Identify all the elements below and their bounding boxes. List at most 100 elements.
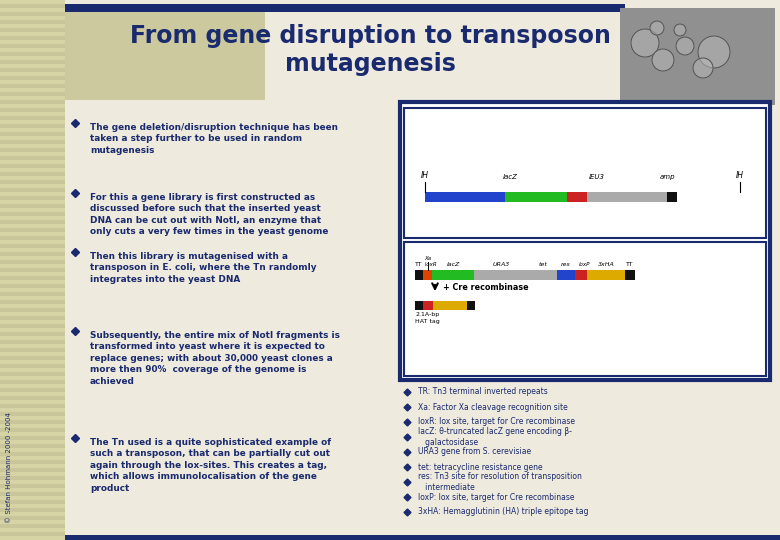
Bar (0, 348, 65, 352)
Bar (0, 284, 65, 288)
Bar (0, 72, 65, 76)
Bar (0, 296, 65, 300)
Bar (0, 200, 65, 204)
Bar (0, 4, 65, 8)
Bar (0, 292, 65, 296)
Bar (0, 372, 65, 376)
Text: © Stefan Hohmann 2000 -2004: © Stefan Hohmann 2000 -2004 (6, 413, 12, 523)
Bar (0, 500, 65, 504)
Bar (0, 144, 65, 148)
Bar (0, 148, 65, 152)
Bar (0, 248, 65, 252)
Bar (0, 68, 65, 72)
Text: lacZ: lacZ (446, 262, 459, 267)
Bar (0, 120, 65, 124)
Text: HAT tag: HAT tag (415, 319, 440, 324)
Bar (0, 96, 65, 100)
Bar (0, 288, 65, 292)
Bar (0, 424, 65, 428)
Bar (415, 270, 423, 280)
Bar (0, 100, 65, 104)
Bar (0, 184, 65, 188)
Bar (0, 268, 65, 272)
Bar (0, 472, 65, 476)
Bar (0, 384, 65, 388)
Bar (0, 256, 65, 260)
Bar (0, 112, 65, 116)
Bar (0, 408, 65, 412)
Bar (0, 272, 65, 276)
Bar (0, 40, 65, 44)
Bar (0, 308, 65, 312)
Bar (0, 228, 65, 232)
Bar (0, 124, 65, 128)
Bar (0, 420, 65, 424)
Bar (0, 412, 65, 416)
Bar (0, 176, 65, 180)
Bar (0, 16, 65, 20)
Bar (0, 8, 65, 12)
Bar (0, 188, 65, 192)
Bar (0, 80, 65, 84)
Bar (0, 396, 65, 400)
Bar (557, 270, 575, 280)
Bar (0, 48, 65, 52)
Bar (0, 192, 65, 196)
Bar (0, 104, 65, 108)
Bar (0, 60, 65, 64)
Bar (0, 444, 65, 448)
Text: TR: Tn3 terminal inverted repeats: TR: Tn3 terminal inverted repeats (418, 388, 548, 396)
Circle shape (674, 24, 686, 36)
Bar (0, 28, 65, 32)
Bar (0, 520, 65, 524)
Bar (467, 301, 475, 310)
Text: Xa: Factor Xa cleavage recognition site: Xa: Factor Xa cleavage recognition site (418, 402, 568, 411)
Bar (0, 460, 65, 464)
Text: Subsequently, the entire mix of NotI fragments is
transformed into yeast where i: Subsequently, the entire mix of NotI fra… (90, 331, 340, 386)
Bar (0, 416, 65, 420)
Bar (423, 301, 433, 310)
Bar (415, 301, 423, 310)
Bar (0, 404, 65, 408)
Bar (0, 216, 65, 220)
Bar (0, 428, 65, 432)
Bar (0, 140, 65, 144)
Bar (0, 484, 65, 488)
Bar (620, 8, 775, 105)
Bar (0, 236, 65, 240)
Bar (575, 270, 587, 280)
Bar (0, 264, 65, 268)
Bar (0, 512, 65, 516)
Bar (0, 44, 65, 48)
Bar (625, 270, 635, 280)
Bar (423, 270, 432, 280)
Bar (0, 328, 65, 332)
Bar (0, 360, 65, 364)
Bar (0, 56, 65, 60)
Text: From gene disruption to transposon
mutagenesis: From gene disruption to transposon mutag… (129, 24, 611, 76)
Circle shape (698, 36, 730, 68)
Text: loxP: loxP (580, 262, 590, 267)
Text: IH: IH (421, 171, 429, 180)
Bar (0, 516, 65, 520)
Text: + Cre recombinase: + Cre recombinase (443, 284, 529, 293)
Bar (0, 52, 65, 56)
Bar (0, 388, 65, 392)
Bar (0, 108, 65, 112)
Bar (0, 480, 65, 484)
Bar (0, 400, 65, 404)
Bar (0, 456, 65, 460)
Bar (0, 464, 65, 468)
Bar (0, 252, 65, 256)
Bar (0, 64, 65, 68)
Circle shape (652, 49, 674, 71)
Bar (0, 276, 65, 280)
Bar (0, 496, 65, 500)
Bar (0, 224, 65, 228)
Bar (0, 448, 65, 452)
Text: IH: IH (736, 171, 744, 180)
Text: 2.1A-bp: 2.1A-bp (415, 312, 439, 317)
Bar (400, 102, 770, 380)
Bar (0, 156, 65, 160)
Bar (0, 84, 65, 88)
